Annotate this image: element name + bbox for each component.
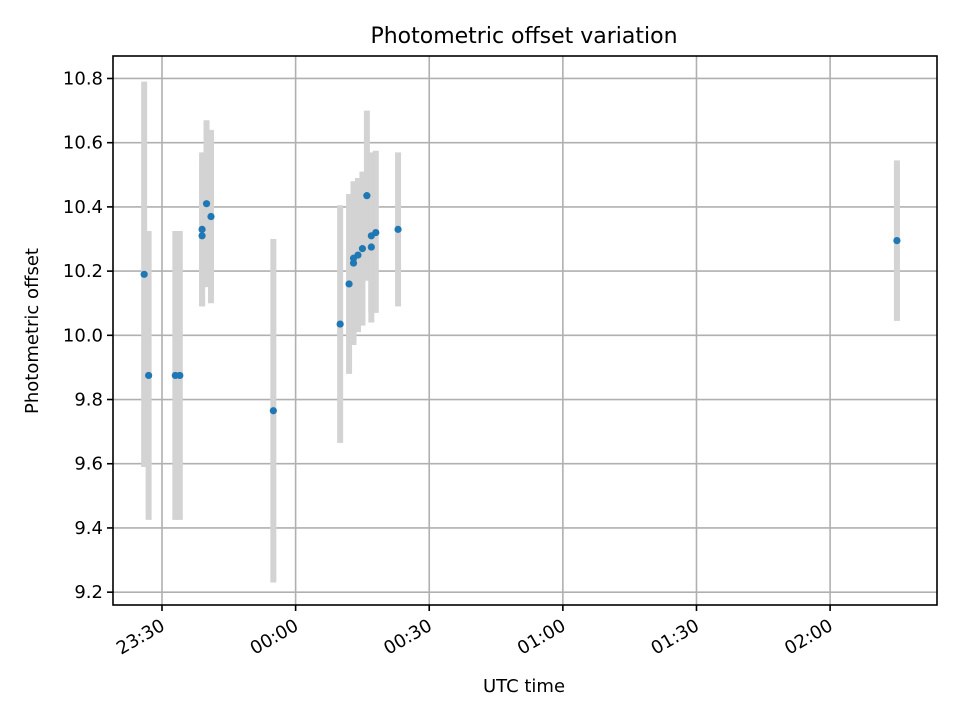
x-tick-label: 00:30 bbox=[380, 615, 435, 659]
x-axis: 23:30 00:00 00:30 01:00 01:30 02:00 bbox=[113, 605, 837, 659]
x-tick-label: 23:30 bbox=[113, 615, 168, 659]
x-tick-label: 01:30 bbox=[648, 615, 703, 659]
y-tick-label: 10.2 bbox=[63, 261, 103, 282]
data-point bbox=[336, 320, 344, 328]
y-tick-label: 9.2 bbox=[74, 582, 103, 603]
y-tick-label: 9.6 bbox=[74, 454, 103, 475]
data-point bbox=[202, 200, 211, 208]
data-point bbox=[140, 270, 148, 278]
data-point bbox=[372, 228, 380, 237]
y-tick-label: 9.8 bbox=[74, 390, 103, 411]
x-tick-label: 00:00 bbox=[247, 615, 302, 659]
data-point bbox=[893, 237, 901, 245]
chart-title: Photometric offset variation bbox=[370, 24, 677, 49]
data-point bbox=[363, 192, 371, 200]
data-point bbox=[269, 407, 277, 415]
data-point bbox=[207, 212, 215, 221]
data-point bbox=[358, 245, 367, 253]
data-point bbox=[349, 259, 358, 267]
grid bbox=[113, 56, 937, 605]
x-axis-label: UTC time bbox=[483, 676, 565, 697]
y-tick-label: 10.4 bbox=[63, 197, 103, 218]
y-tick-label: 10.0 bbox=[63, 325, 103, 346]
errorbars bbox=[141, 81, 900, 583]
x-tick-label: 02:00 bbox=[781, 615, 836, 659]
y-tick-label: 10.6 bbox=[63, 133, 103, 154]
y-axis: 9.2 9.4 9.6 9.8 10.0 10.2 10.4 10.6 10.8 bbox=[63, 68, 113, 603]
x-tick-label: 01:00 bbox=[514, 615, 569, 659]
data-point bbox=[367, 243, 375, 251]
y-axis-label: Photometric offset bbox=[22, 248, 43, 414]
data-point bbox=[198, 225, 206, 233]
data-point bbox=[176, 371, 184, 380]
data-point bbox=[145, 371, 153, 380]
data-point bbox=[394, 225, 402, 233]
plot-frame bbox=[112, 55, 938, 606]
data-point bbox=[354, 251, 362, 259]
data-points bbox=[140, 192, 901, 415]
data-point bbox=[345, 280, 353, 288]
y-tick-label: 10.8 bbox=[63, 68, 103, 89]
data-point bbox=[198, 232, 206, 240]
y-tick-label: 9.4 bbox=[74, 518, 103, 539]
